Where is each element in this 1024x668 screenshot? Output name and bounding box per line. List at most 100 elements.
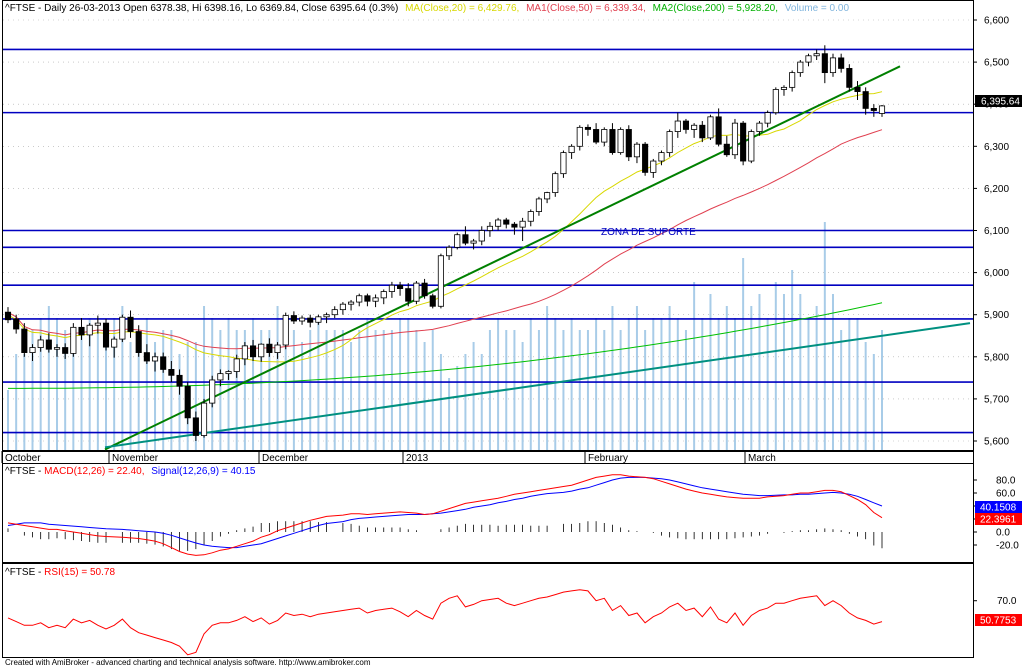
- candle-body: [470, 240, 477, 244]
- candle-body: [241, 345, 248, 360]
- price-header-main: ^FTSE - Daily 26-03-2013 Open 6378.38, H…: [5, 3, 398, 14]
- candle-body: [699, 124, 706, 139]
- candle-body: [176, 374, 183, 387]
- candle-body: [821, 53, 828, 74]
- candle-body: [111, 338, 118, 348]
- rsi-value-label: 50.7753: [980, 616, 1017, 627]
- candle-body: [723, 143, 730, 156]
- candle-body: [437, 255, 444, 307]
- candle-body: [593, 129, 600, 143]
- candle-body: [200, 402, 208, 436]
- candle-body: [535, 198, 542, 212]
- candle-body: [617, 129, 624, 154]
- candle-body: [503, 219, 510, 225]
- candle-body: [527, 211, 534, 222]
- candle-body: [846, 68, 853, 88]
- candle-body: [478, 230, 485, 242]
- price-tick-label: 6,500: [984, 58, 1009, 69]
- candle-body: [552, 173, 559, 194]
- candle-body: [862, 91, 869, 109]
- candle-body: [364, 295, 371, 302]
- candle-body: [707, 116, 714, 139]
- candle-body: [225, 371, 232, 375]
- candle-body: [772, 89, 779, 114]
- candle-body: [323, 314, 330, 318]
- macd-legend: MACD(12,26) = 22.40,: [44, 466, 144, 477]
- uptrend-line: [104, 65, 901, 451]
- rsi-header: ^FTSE - RSI(15) = 50.78: [5, 567, 115, 578]
- candle-body: [233, 358, 240, 372]
- candle-body: [37, 339, 44, 348]
- price-header: ^FTSE - Daily 26-03-2013 Open 6378.38, H…: [5, 3, 849, 14]
- rsi-layer: 70.0: [7, 589, 1017, 656]
- candle-body: [560, 152, 567, 175]
- candle-body: [217, 373, 224, 381]
- candle-body: [446, 246, 453, 257]
- macd-tick-label: 80.0: [996, 476, 1016, 487]
- signal-legend: Signal(12,26,9) = 40.15: [151, 466, 256, 477]
- rsi-legend: RSI(15) = 50.78: [44, 567, 115, 578]
- price-pane-frame: [2, 0, 974, 451]
- candle-body: [805, 55, 812, 63]
- candle-body: [413, 282, 420, 302]
- price-axis: 6,6006,5006,4006,3006,2006,1006,0005,900…: [973, 16, 1009, 448]
- candle-body: [838, 57, 845, 69]
- rsi-value-box: [975, 614, 1022, 626]
- candle-body: [519, 220, 526, 228]
- candle-body: [21, 328, 28, 353]
- candle-body: [184, 385, 191, 419]
- price-tick-label: 5,800: [984, 352, 1009, 363]
- candle-body: [274, 344, 281, 353]
- price-tick-label: 6,600: [984, 16, 1009, 27]
- macd-pane-frame: [2, 463, 974, 563]
- volume-legend: Volume = 0.00: [785, 3, 850, 14]
- rsi-tick-label: 70.0: [997, 596, 1017, 607]
- candle-body: [764, 112, 771, 124]
- long-trend-line: [104, 322, 971, 449]
- candle-body: [568, 145, 575, 154]
- candle-body: [119, 316, 126, 340]
- price-tick-label: 6,000: [984, 268, 1009, 279]
- candle-body: [62, 347, 69, 354]
- macd-value-box: [975, 513, 1022, 525]
- candlesticks: [4, 45, 886, 441]
- candle-body: [642, 143, 649, 173]
- candle-body: [633, 143, 641, 158]
- candle-body: [380, 291, 387, 299]
- candle-body: [258, 343, 265, 358]
- candle-body: [691, 124, 698, 130]
- trendlines: [104, 65, 971, 451]
- ma200-legend: MA2(Close,200) = 5,928.20,: [653, 3, 778, 14]
- macd-prefix: ^FTSE -: [5, 466, 44, 477]
- candle-body: [658, 152, 665, 162]
- candle-body: [339, 303, 346, 311]
- date-axis: October November December 2013 February March: [1, 451, 776, 464]
- candle-body: [266, 343, 273, 353]
- candle-body: [682, 120, 690, 130]
- candle-body: [388, 284, 395, 292]
- candle-body: [299, 317, 306, 322]
- candle-body: [86, 324, 93, 336]
- rsi-pane-frame: [2, 563, 974, 658]
- macd-value-label: 22.3961: [980, 515, 1017, 526]
- candle-body: [780, 86, 788, 90]
- candle-body: [813, 53, 820, 57]
- candle-body: [878, 105, 886, 114]
- candle-body: [45, 339, 52, 350]
- candle-body: [748, 131, 755, 162]
- macd-tick-label: -20.0: [996, 541, 1019, 552]
- volume-bars: [7, 222, 883, 450]
- macd-header: ^FTSE - MACD(12,26) = 22.40, Signal(12,2…: [5, 466, 256, 477]
- candle-body: [160, 356, 167, 370]
- candle-body: [13, 318, 20, 330]
- signal-value-box: [975, 501, 1022, 513]
- signal-line: [7, 476, 883, 549]
- price-tick-label: 5,900: [984, 310, 1009, 321]
- candle-body: [650, 160, 657, 173]
- candle-body: [576, 126, 583, 147]
- candle-body: [486, 225, 493, 231]
- candle-body: [4, 311, 12, 321]
- candle-body: [53, 347, 61, 350]
- candle-body: [870, 108, 877, 111]
